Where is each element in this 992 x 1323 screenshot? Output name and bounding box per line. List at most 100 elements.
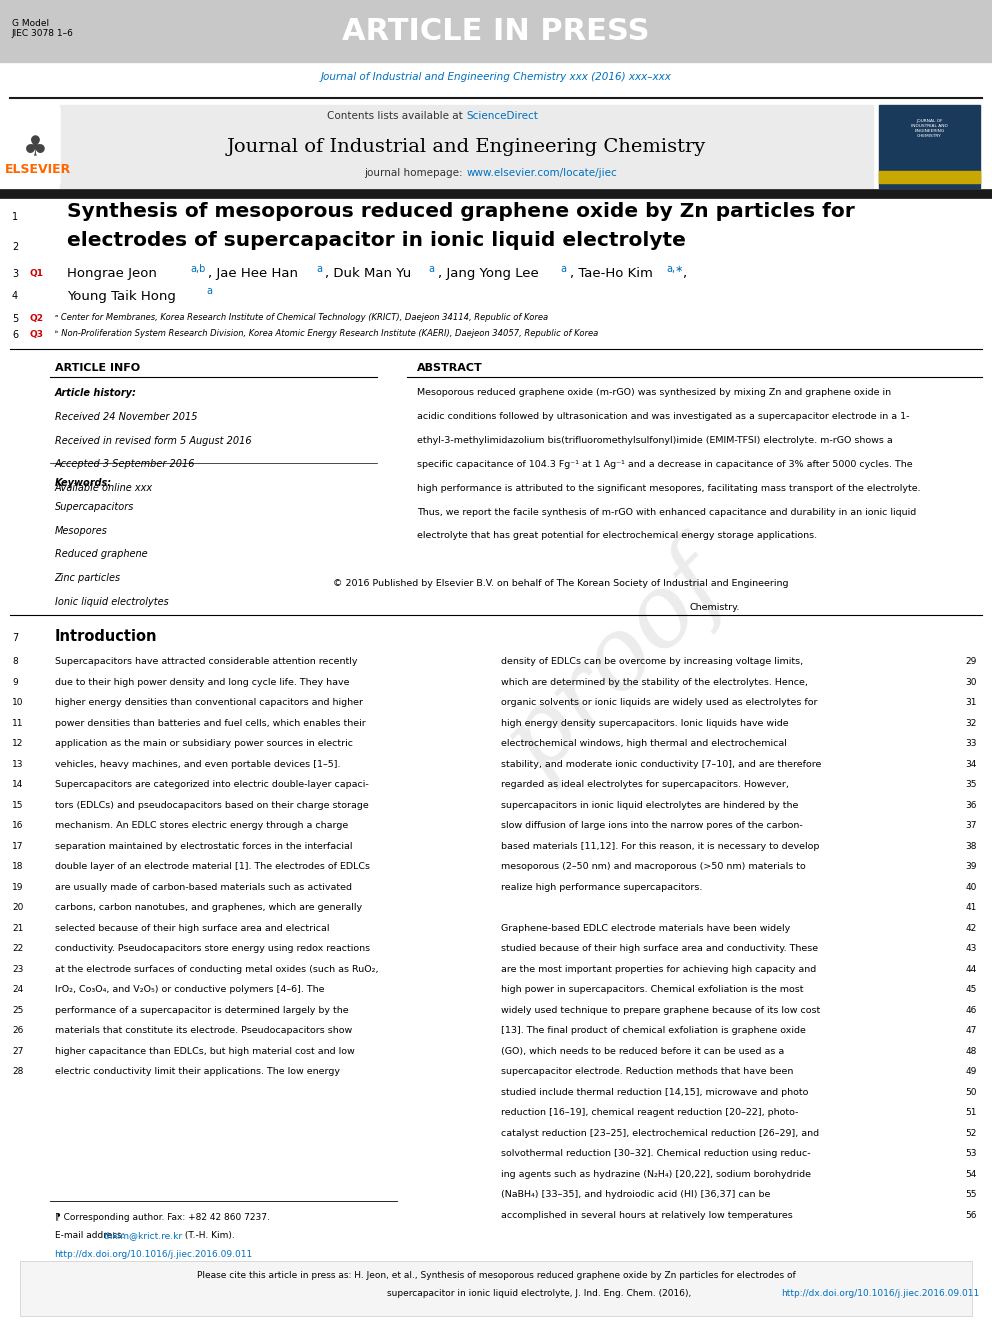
Text: Q1: Q1	[30, 270, 44, 278]
Text: 14: 14	[12, 781, 23, 789]
Text: , Tae-Ho Kim: , Tae-Ho Kim	[570, 267, 654, 280]
Text: high power in supercapacitors. Chemical exfoliation is the most: high power in supercapacitors. Chemical …	[501, 986, 804, 994]
Text: 34: 34	[966, 759, 977, 769]
Text: at the electrode surfaces of conducting metal oxides (such as RuO₂,: at the electrode surfaces of conducting …	[55, 964, 378, 974]
Text: ELSEVIER: ELSEVIER	[5, 163, 70, 176]
Text: 26: 26	[12, 1027, 23, 1035]
Text: 38: 38	[965, 841, 977, 851]
Text: IrO₂, Co₃O₄, and V₂O₅) or conductive polymers [4–6]. The: IrO₂, Co₃O₄, and V₂O₅) or conductive pol…	[55, 986, 324, 994]
Text: Please cite this article in press as: H. Jeon, et al., Synthesis of mesoporous r: Please cite this article in press as: H.…	[196, 1271, 796, 1279]
Text: materials that constitute its electrode. Pseudocapacitors show: materials that constitute its electrode.…	[55, 1027, 352, 1035]
Text: proof: proof	[486, 532, 744, 791]
Text: selected because of their high surface area and electrical: selected because of their high surface a…	[55, 923, 329, 933]
Text: Supercapacitors are categorized into electric double-layer capaci-: Supercapacitors are categorized into ele…	[55, 781, 368, 789]
Text: conductivity. Pseudocapacitors store energy using redox reactions: conductivity. Pseudocapacitors store ene…	[55, 945, 370, 953]
Text: 25: 25	[12, 1005, 23, 1015]
Text: 16: 16	[12, 822, 24, 830]
Text: catalyst reduction [23–25], electrochemical reduction [26–29], and: catalyst reduction [23–25], electrochemi…	[501, 1129, 819, 1138]
Text: ⁋ Corresponding author. Fax: +82 42 860 7237.: ⁋ Corresponding author. Fax: +82 42 860 …	[55, 1213, 270, 1221]
Text: high performance is attributed to the significant mesopores, facilitating mass t: high performance is attributed to the si…	[417, 484, 921, 492]
Text: vehicles, heavy machines, and even portable devices [1–5].: vehicles, heavy machines, and even porta…	[55, 759, 340, 769]
Text: specific capacitance of 104.3 Fg⁻¹ at 1 Ag⁻¹ and a decrease in capacitance of 3%: specific capacitance of 104.3 Fg⁻¹ at 1 …	[417, 460, 913, 468]
Text: 21: 21	[12, 923, 23, 933]
Text: Received 24 November 2015: Received 24 November 2015	[55, 411, 197, 422]
Text: Reduced graphene: Reduced graphene	[55, 549, 147, 560]
Text: 10: 10	[12, 699, 24, 706]
Text: tors (EDLCs) and pseudocapacitors based on their charge storage: tors (EDLCs) and pseudocapacitors based …	[55, 800, 368, 810]
Text: due to their high power density and long cycle life. They have: due to their high power density and long…	[55, 677, 349, 687]
Text: higher energy densities than conventional capacitors and higher: higher energy densities than conventiona…	[55, 699, 362, 706]
Text: acidic conditions followed by ultrasonication and was investigated as a supercap: acidic conditions followed by ultrasonic…	[417, 413, 909, 421]
Text: Available online xxx: Available online xxx	[55, 483, 153, 493]
Text: Q3: Q3	[30, 331, 44, 339]
Text: ARTICLE IN PRESS: ARTICLE IN PRESS	[342, 17, 650, 45]
Text: 46: 46	[966, 1005, 977, 1015]
Text: mesoporous (2–50 nm) and macroporous (>50 nm) materials to: mesoporous (2–50 nm) and macroporous (>5…	[501, 863, 806, 871]
Text: Synthesis of mesoporous reduced graphene oxide by Zn particles for: Synthesis of mesoporous reduced graphene…	[67, 202, 855, 221]
Text: a: a	[206, 286, 212, 296]
Text: studied because of their high surface area and conductivity. These: studied because of their high surface ar…	[501, 945, 818, 953]
Text: based materials [11,12]. For this reason, it is necessary to develop: based materials [11,12]. For this reason…	[501, 841, 819, 851]
Text: 18: 18	[12, 863, 24, 871]
Text: 22: 22	[12, 945, 23, 953]
Text: mechanism. An EDLC stores electric energy through a charge: mechanism. An EDLC stores electric energ…	[55, 822, 348, 830]
Text: electrolyte that has great potential for electrochemical energy storage applicat: electrolyte that has great potential for…	[417, 532, 816, 540]
FancyBboxPatch shape	[20, 1261, 972, 1316]
Text: 55: 55	[965, 1191, 977, 1199]
Text: Journal of Industrial and Engineering Chemistry: Journal of Industrial and Engineering Ch…	[226, 138, 706, 156]
Text: ScienceDirect: ScienceDirect	[466, 111, 538, 122]
Text: slow diffusion of large ions into the narrow pores of the carbon-: slow diffusion of large ions into the na…	[501, 822, 803, 830]
Text: 32: 32	[966, 718, 977, 728]
Text: 43: 43	[966, 945, 977, 953]
Text: http://dx.doi.org/10.1016/j.jiec.2016.09.011: http://dx.doi.org/10.1016/j.jiec.2016.09…	[781, 1290, 979, 1298]
Text: 49: 49	[966, 1068, 977, 1076]
Text: 23: 23	[12, 964, 23, 974]
Text: 19: 19	[12, 882, 24, 892]
Text: 1226-086X/© 2016 Published by Elsevier B.V. on behalf of The Korean Society of I: 1226-086X/© 2016 Published by Elsevier B…	[55, 1266, 593, 1274]
Text: 6: 6	[12, 329, 18, 340]
Bar	[879, 171, 980, 183]
Text: 47: 47	[966, 1027, 977, 1035]
Text: ethyl-3-methylimidazolium bis(trifluoromethylsulfonyl)imide (EMIM-TFSI) electrol: ethyl-3-methylimidazolium bis(trifluorom…	[417, 437, 893, 445]
Text: 44: 44	[966, 964, 977, 974]
Text: a,b: a,b	[190, 263, 205, 274]
Text: ᵇ Non-Proliferation System Research Division, Korea Atomic Energy Research Insti: ᵇ Non-Proliferation System Research Divi…	[55, 329, 598, 337]
Text: which are determined by the stability of the electrolytes. Hence,: which are determined by the stability of…	[501, 677, 807, 687]
Text: performance of a supercapacitor is determined largely by the: performance of a supercapacitor is deter…	[55, 1005, 348, 1015]
Text: 41: 41	[966, 904, 977, 912]
Text: JOURNAL OF
INDUSTRIAL AND
ENGINEERING
CHEMISTRY: JOURNAL OF INDUSTRIAL AND ENGINEERING CH…	[911, 119, 948, 138]
Text: Hongrae Jeon: Hongrae Jeon	[67, 267, 158, 280]
Text: are the most important properties for achieving high capacity and: are the most important properties for ac…	[501, 964, 816, 974]
Text: Chemistry.: Chemistry.	[689, 603, 739, 611]
Text: 48: 48	[966, 1046, 977, 1056]
Text: double layer of an electrode material [1]. The electrodes of EDLCs: double layer of an electrode material [1…	[55, 863, 370, 871]
Text: Received in revised form 5 August 2016: Received in revised form 5 August 2016	[55, 435, 251, 446]
Text: 7: 7	[12, 632, 18, 643]
Text: 35: 35	[965, 781, 977, 789]
Bar	[879, 105, 980, 188]
Text: regarded as ideal electrolytes for supercapacitors. However,: regarded as ideal electrolytes for super…	[501, 781, 789, 789]
Text: ᵃ Center for Membranes, Korea Research Institute of Chemical Technology (KRICT),: ᵃ Center for Membranes, Korea Research I…	[55, 314, 548, 321]
Text: 1: 1	[12, 212, 18, 222]
Text: density of EDLCs can be overcome by increasing voltage limits,: density of EDLCs can be overcome by incr…	[501, 658, 804, 665]
Text: Article history:: Article history:	[55, 388, 137, 398]
Text: electric conductivity limit their applications. The low energy: electric conductivity limit their applic…	[55, 1068, 339, 1076]
Text: high energy density supercapacitors. Ionic liquids have wide: high energy density supercapacitors. Ion…	[501, 718, 789, 728]
Text: ,: ,	[682, 267, 686, 280]
Text: www.elsevier.com/locate/jiec: www.elsevier.com/locate/jiec	[466, 168, 617, 179]
Text: 12: 12	[12, 740, 23, 747]
Text: ing agents such as hydrazine (N₂H₄) [20,22], sodium borohydride: ing agents such as hydrazine (N₂H₄) [20,…	[501, 1170, 811, 1179]
Text: Young Taik Hong: Young Taik Hong	[67, 290, 177, 303]
Text: studied include thermal reduction [14,15], microwave and photo: studied include thermal reduction [14,15…	[501, 1088, 808, 1097]
Text: 40: 40	[966, 882, 977, 892]
Text: 45: 45	[966, 986, 977, 994]
Text: 24: 24	[12, 986, 23, 994]
Text: are usually made of carbon-based materials such as activated: are usually made of carbon-based materia…	[55, 882, 351, 892]
Text: (GO), which needs to be reduced before it can be used as a: (GO), which needs to be reduced before i…	[501, 1046, 785, 1056]
Text: 4: 4	[12, 291, 18, 302]
Text: Mesopores: Mesopores	[55, 525, 107, 536]
Text: electrodes of supercapacitor in ionic liquid electrolyte: electrodes of supercapacitor in ionic li…	[67, 232, 686, 250]
Text: electrochemical windows, high thermal and electrochemical: electrochemical windows, high thermal an…	[501, 740, 787, 747]
Text: 3: 3	[12, 269, 18, 279]
Text: thkim@krict.re.kr: thkim@krict.re.kr	[104, 1232, 184, 1240]
